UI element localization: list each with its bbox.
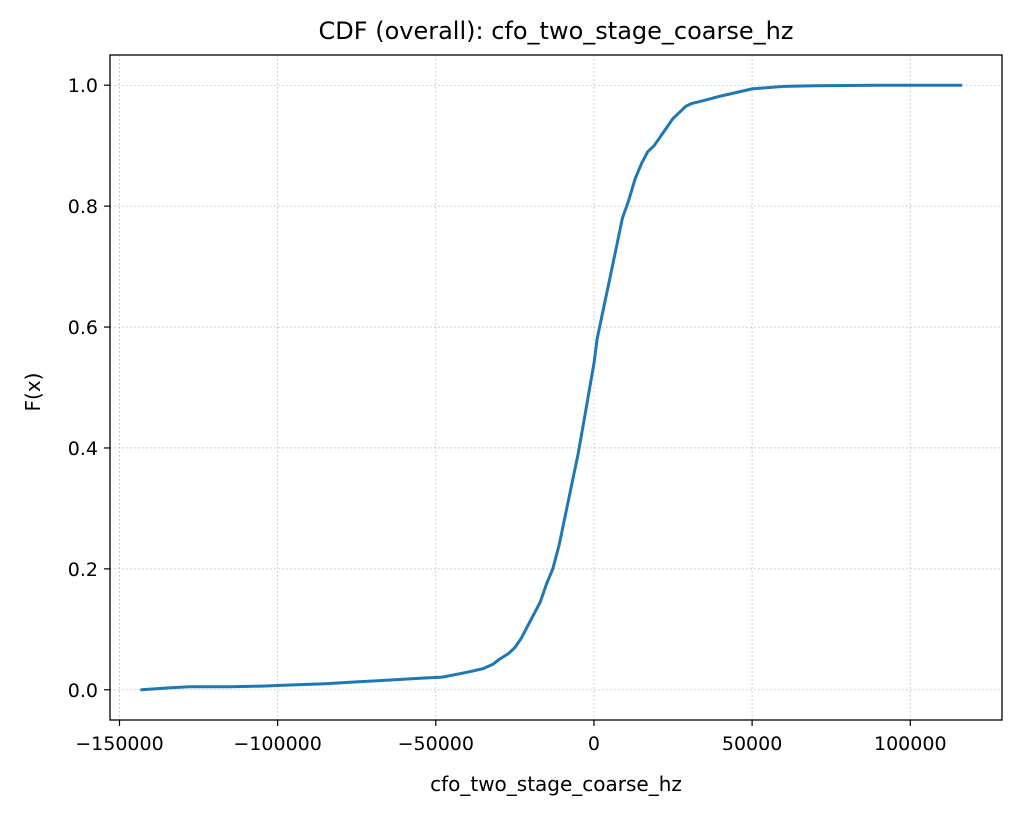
y-tick-label: 0.8 bbox=[68, 196, 98, 218]
y-axis-ticks: 0.0 0.2 0.4 0.6 0.8 1.0 bbox=[68, 75, 110, 702]
y-tick-label: 0.6 bbox=[68, 317, 98, 339]
x-axis-ticks: −150000 −100000 −50000 0 50000 100000 bbox=[75, 720, 947, 755]
x-tick-label: 0 bbox=[588, 733, 600, 755]
series-layer bbox=[140, 83, 963, 692]
grid bbox=[110, 55, 1002, 720]
x-tick-label: −150000 bbox=[75, 733, 163, 755]
x-tick-label: −100000 bbox=[233, 733, 321, 755]
y-tick-label: 0.4 bbox=[68, 438, 98, 460]
x-tick-label: −50000 bbox=[398, 733, 474, 755]
y-tick-label: 1.0 bbox=[68, 75, 98, 97]
plot-frame bbox=[109, 54, 1003, 721]
chart-title: CDF (overall): cfo_two_stage_coarse_hz bbox=[319, 17, 794, 45]
x-tick-label: 50000 bbox=[722, 733, 782, 755]
y-tick-label: 0.0 bbox=[68, 680, 98, 702]
y-tick-label: 0.2 bbox=[68, 559, 98, 581]
x-tick-label: 100000 bbox=[874, 733, 947, 755]
cdf-series-line bbox=[140, 83, 963, 692]
y-axis-label: F(x) bbox=[21, 373, 45, 412]
x-axis-label: cfo_two_stage_coarse_hz bbox=[430, 772, 682, 796]
